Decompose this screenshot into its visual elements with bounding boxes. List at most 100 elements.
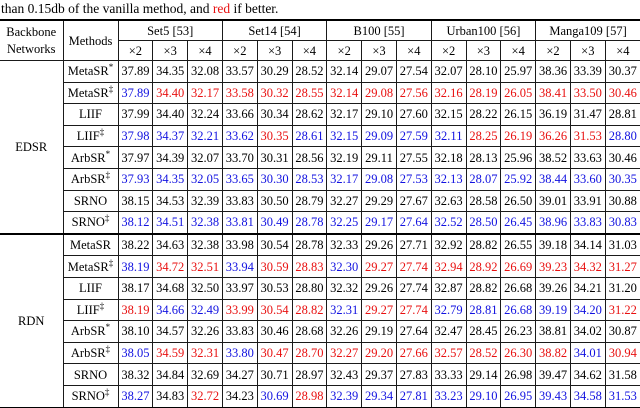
value-cell: 33.23: [430, 384, 467, 408]
value-cell: 39.19: [535, 298, 571, 322]
value-cell: 32.43: [326, 363, 363, 386]
value-cell: 39.26: [535, 276, 571, 300]
method-cell: ArbSR‡: [62, 341, 119, 365]
method-cell: ArbSR*: [62, 146, 119, 169]
value-cell: 31.22: [604, 298, 640, 322]
value-cell: 28.53: [291, 167, 328, 191]
value-cell: 27.55: [395, 146, 432, 169]
value-cell: 34.72: [152, 255, 189, 278]
value-cell: 29.08: [361, 81, 397, 105]
value-cell: 29.19: [361, 320, 397, 343]
value-cell: 32.16: [430, 81, 467, 105]
value-cell: 30.46: [256, 320, 293, 343]
value-cell: 38.10: [117, 320, 154, 343]
value-cell: 28.58: [465, 189, 502, 213]
value-cell: 32.19: [326, 146, 363, 169]
value-cell: 30.35: [256, 124, 293, 148]
method-name: LIIF: [76, 302, 100, 317]
value-cell: 38.27: [117, 384, 154, 408]
scale-header: ×3: [569, 40, 606, 61]
value-cell: 36.26: [535, 124, 571, 148]
value-cell: 32.14: [326, 81, 363, 105]
value-cell: 31.27: [604, 255, 640, 278]
dataset-header-b100: B100 [55]: [326, 19, 432, 41]
value-cell: 32.30: [326, 255, 363, 278]
method-name: LIIF: [79, 107, 102, 122]
value-cell: 38.19: [117, 255, 154, 278]
value-cell: 34.40: [152, 103, 189, 126]
value-cell: 33.83: [221, 189, 258, 213]
value-cell: 32.49: [187, 298, 223, 322]
value-cell: 29.11: [361, 146, 397, 169]
value-cell: 30.46: [604, 81, 640, 105]
value-cell: 33.63: [569, 146, 606, 169]
method-superscript: ‡: [105, 343, 111, 354]
backbone-header-line2: Networks: [6, 41, 56, 56]
value-cell: 37.93: [117, 167, 154, 191]
value-cell: 34.35: [152, 60, 189, 83]
value-cell: 33.83: [569, 211, 606, 235]
value-cell: 32.26: [326, 320, 363, 343]
value-cell: 30.47: [256, 341, 293, 365]
value-cell: 32.92: [430, 232, 467, 257]
value-cell: 32.17: [326, 167, 363, 191]
value-cell: 28.82: [465, 276, 502, 300]
value-cell: 28.70: [291, 341, 328, 365]
value-cell: 37.89: [117, 81, 154, 105]
table-row: LIIF‡ 37.98 34.37 32.21 33.62 30.35 28.61 32.15…: [0, 124, 640, 148]
value-cell: 38.82: [535, 341, 571, 365]
value-cell: 32.52: [430, 211, 467, 235]
value-cell: 33.81: [221, 211, 258, 235]
value-cell: 27.64: [395, 320, 432, 343]
method-cell: MetaSR‡: [62, 255, 119, 278]
value-cell: 33.57: [221, 60, 258, 83]
value-cell: 29.14: [465, 363, 502, 386]
value-cell: 29.26: [361, 276, 397, 300]
value-cell: 27.74: [395, 298, 432, 322]
table-row: SRNO 38.15 34.53 32.39 33.83 30.50 28.79 32.27 2…: [0, 189, 640, 213]
value-cell: 33.39: [569, 60, 606, 83]
value-cell: 38.22: [117, 232, 154, 257]
value-cell: 33.97: [221, 276, 258, 300]
value-cell: 39.01: [535, 189, 571, 213]
value-cell: 29.07: [361, 60, 397, 83]
value-cell: 33.80: [221, 341, 258, 365]
value-cell: 33.50: [569, 81, 606, 105]
value-cell: 33.60: [569, 167, 606, 191]
value-cell: 32.25: [326, 211, 363, 235]
value-cell: 28.56: [291, 146, 328, 169]
value-cell: 28.13: [465, 146, 502, 169]
value-cell: 30.54: [256, 298, 293, 322]
value-cell: 26.30: [500, 341, 537, 365]
value-cell: 27.59: [395, 124, 432, 148]
value-cell: 27.56: [395, 81, 432, 105]
value-cell: 32.72: [187, 384, 223, 408]
value-cell: 27.67: [395, 189, 432, 213]
scale-header: ×2: [535, 40, 571, 61]
value-cell: 34.68: [152, 276, 189, 300]
method-cell: SRNO: [62, 363, 119, 386]
value-cell: 30.31: [256, 146, 293, 169]
value-cell: 29.09: [361, 124, 397, 148]
value-cell: 38.15: [117, 189, 154, 213]
dataset-header-set5: Set5 [53]: [117, 19, 223, 41]
value-cell: 30.59: [256, 255, 293, 278]
value-cell: 32.17: [187, 81, 223, 105]
value-cell: 32.31: [187, 341, 223, 365]
table-row: LIIF 38.17 34.68 32.50 33.97 30.53 28.80 32.32 2…: [0, 276, 640, 300]
backbone-cell: RDN: [0, 232, 64, 408]
method-name: ArbSR: [70, 346, 106, 361]
value-cell: 32.13: [430, 167, 467, 191]
value-cell: 26.05: [500, 81, 537, 105]
table-row: ArbSR‡ 37.93 34.35 32.05 33.65 30.30 28.53 32.1…: [0, 167, 640, 191]
value-cell: 27.53: [395, 167, 432, 191]
method-name: MetaSR: [67, 85, 109, 100]
value-cell: 26.50: [500, 189, 537, 213]
value-cell: 30.87: [604, 320, 640, 343]
value-cell: 28.98: [291, 384, 328, 408]
value-cell: 30.49: [256, 211, 293, 235]
value-cell: 39.18: [535, 232, 571, 257]
table-row: RDN MetaSR 38.22 34.63 32.38 33.98 30.54 28.78 3…: [0, 232, 640, 408]
value-cell: 28.81: [465, 298, 502, 322]
